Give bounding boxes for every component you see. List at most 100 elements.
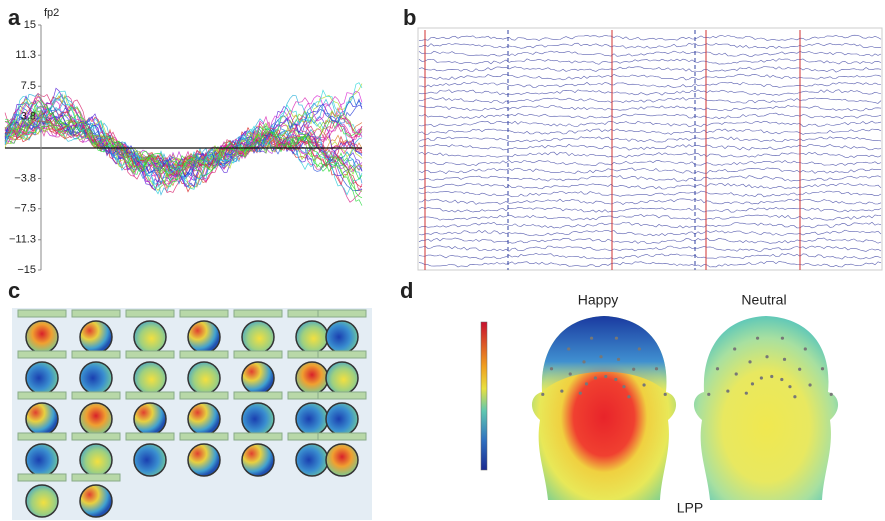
electrode (770, 374, 774, 379)
scalp-map (25, 361, 59, 395)
map-tab (125, 432, 175, 441)
scalp-map (325, 443, 359, 477)
electrode (627, 395, 631, 399)
map-tab (71, 309, 121, 318)
eeg-trace (418, 229, 882, 237)
waveform (4, 95, 363, 186)
electrode (715, 367, 720, 371)
scalp-map (187, 402, 221, 436)
eeg-trace (418, 160, 882, 167)
eeg-traces (418, 34, 882, 268)
electrode (578, 391, 582, 395)
waveform (4, 82, 363, 190)
scalp-map (187, 361, 221, 395)
electrode (593, 376, 598, 380)
scalp-map (79, 361, 113, 395)
electrode (568, 372, 572, 376)
electrode (642, 383, 646, 387)
electrode (614, 336, 619, 340)
scalp-map (133, 320, 167, 354)
map-tab (317, 350, 367, 359)
eeg-trace (418, 120, 882, 128)
waveform (4, 99, 363, 206)
electrode (820, 367, 825, 371)
electrode (733, 347, 737, 351)
electrode (808, 383, 812, 387)
eeg-trace (418, 175, 882, 182)
electrode (759, 376, 764, 380)
caption: LPP (677, 500, 703, 516)
eeg-trace (418, 206, 882, 213)
map-tab (233, 309, 283, 318)
eeg-trace (418, 190, 882, 198)
electrode (780, 336, 785, 340)
scalp-map (325, 320, 359, 354)
scalp-map (241, 402, 275, 436)
map-tab (71, 391, 121, 400)
map-tab (233, 350, 283, 359)
electrode (829, 392, 833, 396)
panel-letter: b (403, 5, 416, 30)
event-markers (424, 30, 801, 270)
eeg-trace (418, 42, 882, 49)
y-tick-label: −7.5 (14, 203, 36, 215)
electrode (750, 382, 755, 386)
waveform (4, 98, 363, 188)
electrode (632, 367, 636, 371)
scalp-map (241, 443, 275, 477)
map-tab (233, 391, 283, 400)
scalp-map (133, 361, 167, 395)
map-tab (179, 309, 229, 318)
eeg-trace (418, 167, 881, 174)
map-tab (125, 309, 175, 318)
waveform (4, 106, 363, 199)
panel-letter: c (8, 278, 20, 303)
electrode (734, 372, 738, 376)
y-tick-label: −15 (17, 264, 36, 276)
electrode (616, 357, 621, 361)
scalp-map (295, 402, 329, 436)
electrode (604, 374, 608, 379)
scalp-map (295, 361, 329, 395)
scalp-map (241, 320, 275, 354)
y-tick-label: 11.3 (15, 49, 36, 61)
head-neutral (693, 316, 839, 500)
electrode (782, 357, 787, 361)
electrode (637, 347, 641, 351)
y-ticks: 15 11.3 7.5 3.8 −3.8 −7.5 −11.3 −15 (9, 19, 41, 276)
waveforms (4, 82, 363, 206)
condition-label: Neutral (741, 292, 786, 308)
electrode (744, 391, 748, 395)
eeg-trace (418, 261, 882, 268)
y-tick-label: 3.8 (21, 110, 36, 122)
electrode (788, 385, 792, 389)
axis-label: fp2 (44, 7, 59, 19)
y-tick-label: 15 (24, 19, 36, 31)
eeg-trace (418, 112, 882, 120)
electrode (589, 336, 594, 340)
y-tick-label: −11.3 (9, 234, 36, 246)
electrode (755, 336, 760, 340)
eeg-trace (418, 104, 882, 112)
waveform (4, 122, 363, 172)
scalp-map (133, 443, 167, 477)
scalp-map (133, 402, 167, 436)
electrode (798, 367, 802, 371)
eeg-trace (418, 58, 882, 65)
map-tab (317, 432, 367, 441)
electrode (780, 377, 784, 382)
y-tick-label: −3.8 (14, 172, 36, 184)
map-tab (17, 391, 67, 400)
scalp-map (25, 443, 59, 477)
map-tab (17, 432, 67, 441)
eeg-trace (418, 34, 882, 41)
map-tab (179, 350, 229, 359)
map-tab (17, 473, 67, 482)
map-tab (179, 391, 229, 400)
map-tab (17, 309, 67, 318)
map-tab (125, 350, 175, 359)
color-bar (480, 321, 488, 471)
eeg-trace (418, 89, 882, 96)
head-happy (531, 316, 677, 500)
